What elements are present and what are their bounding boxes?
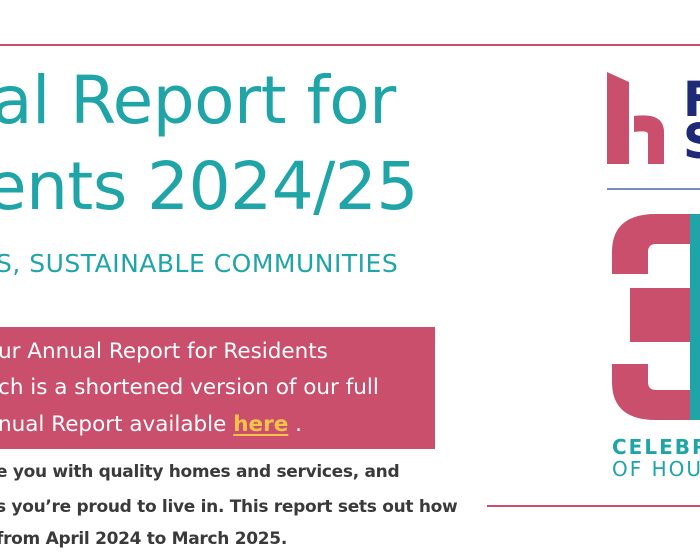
- callout-line-2: ch is a shortened version of our full: [0, 375, 379, 400]
- report-subtitle: S, SUSTAINABLE COMMUNITIES: [0, 249, 399, 278]
- logo-wordmark-line-2: S: [683, 118, 700, 166]
- intro-text-line-3: from April 2024 to March 2025.: [0, 529, 287, 549]
- intro-text-line-2: s you’re proud to live in. This report s…: [0, 497, 458, 517]
- anniversary-caption-line-2: OF HOU: [612, 457, 700, 481]
- logo-divider: [607, 188, 700, 190]
- intro-text-line-1: e you with quality homes and services, a…: [0, 462, 400, 482]
- report-title-line-2: ents 2024/25: [0, 148, 418, 225]
- report-title-line-1: al Report for: [0, 62, 396, 139]
- logo-wordmark-line-1: F: [683, 72, 700, 128]
- anniversary-caption-line-1: CELEBR: [612, 435, 700, 459]
- intro-callout-box: ur Annual Report for Residents ch is a s…: [0, 327, 435, 449]
- bottom-divider: [487, 505, 700, 507]
- organisation-logo-icon: [607, 72, 664, 164]
- top-divider: [0, 44, 700, 46]
- full-report-link[interactable]: here: [233, 412, 289, 437]
- anniversary-numeral-icon: [612, 214, 700, 420]
- callout-line-3-prefix: nual Report available: [0, 412, 234, 437]
- callout-line-1: ur Annual Report for Residents: [0, 339, 328, 364]
- callout-line-3: nual Report available here .: [0, 412, 302, 437]
- callout-line-3-suffix: .: [288, 412, 302, 437]
